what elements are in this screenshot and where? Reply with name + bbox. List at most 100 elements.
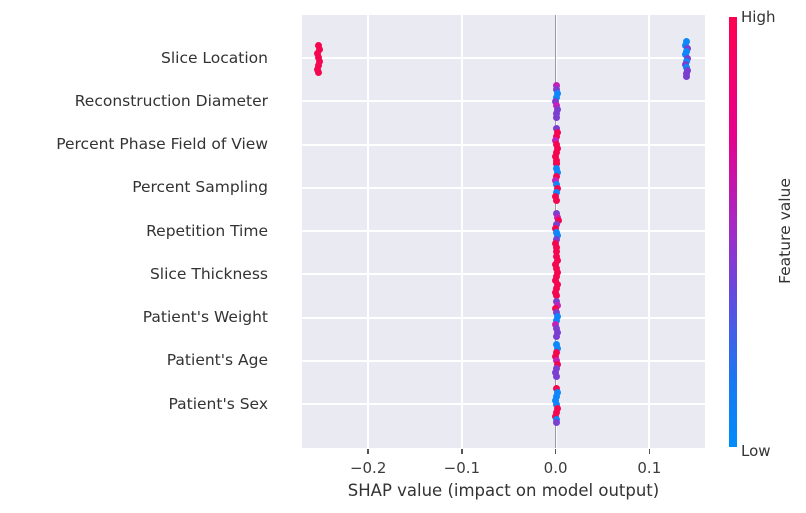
data-point — [553, 141, 561, 148]
data-point — [553, 243, 561, 251]
colorbar-axis-label: Feature value — [776, 178, 794, 284]
data-point — [553, 160, 561, 168]
data-point — [554, 145, 562, 152]
data-point — [553, 317, 561, 324]
data-point — [553, 384, 561, 392]
y-gridline — [302, 143, 705, 146]
data-point — [683, 72, 691, 80]
y-gridline — [302, 359, 705, 362]
data-point — [552, 239, 560, 247]
x-tick-mark — [554, 449, 557, 454]
feature-label: Percent Sampling — [132, 178, 268, 197]
data-point — [553, 109, 561, 117]
data-point — [553, 309, 561, 316]
feature-label: Slice Location — [161, 48, 268, 67]
y-gridline — [302, 316, 705, 319]
data-point — [553, 418, 561, 426]
data-point — [554, 129, 562, 136]
data-point — [552, 137, 560, 144]
data-point — [553, 373, 561, 381]
data-point — [552, 369, 560, 377]
data-point — [553, 209, 561, 217]
data-point — [553, 235, 561, 243]
y-gridline — [302, 57, 705, 59]
data-point — [552, 260, 560, 268]
data-point — [315, 57, 323, 65]
data-point — [554, 231, 562, 239]
data-point — [553, 247, 561, 255]
data-point — [554, 169, 562, 177]
data-point — [554, 404, 562, 412]
x-axis-title: SHAP value (impact on model output) — [347, 481, 660, 500]
x-tick-mark — [648, 449, 651, 454]
feature-label: Patient's Age — [166, 351, 268, 370]
data-point — [554, 345, 562, 353]
data-point — [553, 349, 561, 357]
data-point — [554, 105, 562, 113]
data-point — [553, 284, 561, 292]
data-point — [314, 68, 322, 76]
data-point — [552, 276, 560, 284]
data-point — [554, 89, 562, 97]
data-point — [553, 197, 561, 205]
data-point — [553, 333, 561, 340]
data-point — [552, 97, 560, 105]
data-point — [552, 353, 560, 361]
y-gridline — [302, 273, 705, 276]
data-point — [553, 272, 561, 280]
colorbar-low-label: Low — [741, 442, 771, 460]
data-point — [554, 268, 562, 276]
data-point — [553, 149, 561, 156]
data-point — [314, 61, 322, 69]
y-gridline — [302, 100, 705, 103]
y-gridline — [302, 403, 705, 405]
plot-area — [302, 15, 705, 448]
data-point — [553, 81, 561, 89]
x-tick-mark — [367, 449, 369, 454]
feature-value-colorbar — [729, 17, 737, 447]
data-point — [553, 165, 561, 173]
data-point — [553, 189, 561, 197]
data-point — [313, 49, 321, 57]
feature-label: Patient's Weight — [142, 308, 268, 326]
feature-label: Patient's Sex — [168, 394, 268, 413]
data-point — [553, 357, 561, 365]
data-point — [552, 321, 560, 328]
data-point — [553, 93, 561, 101]
data-point — [553, 365, 561, 373]
feature-label: Slice Thickness — [149, 264, 268, 283]
data-point — [315, 45, 323, 53]
y-gridline — [302, 230, 705, 232]
data-point — [314, 41, 322, 49]
data-point — [554, 256, 562, 264]
data-point — [552, 153, 560, 160]
data-point — [552, 396, 560, 404]
data-point — [552, 224, 560, 232]
y-gridline — [302, 186, 705, 189]
data-point — [553, 101, 561, 109]
x-tick-label: −0.2 — [349, 459, 387, 477]
data-point — [554, 280, 562, 288]
data-point — [553, 291, 561, 299]
x-tick-label: 0.1 — [637, 459, 662, 477]
colorbar-high-label: High — [741, 8, 776, 26]
data-point — [552, 193, 560, 201]
data-point — [553, 264, 561, 272]
data-point — [553, 113, 561, 121]
data-point — [552, 177, 560, 185]
data-point — [553, 133, 561, 140]
x-tick-label: −0.1 — [443, 459, 481, 477]
data-point — [553, 181, 561, 189]
data-point — [554, 329, 562, 336]
data-point — [552, 305, 560, 312]
data-point — [683, 37, 691, 45]
data-point — [553, 125, 561, 132]
data-point — [554, 361, 562, 369]
data-point — [553, 341, 561, 349]
feature-label: Percent Phase Field of View — [56, 135, 268, 153]
data-point — [554, 313, 562, 320]
feature-label: Reconstruction Diameter — [74, 91, 268, 110]
x-tick-mark — [461, 449, 463, 454]
data-point — [555, 216, 563, 224]
